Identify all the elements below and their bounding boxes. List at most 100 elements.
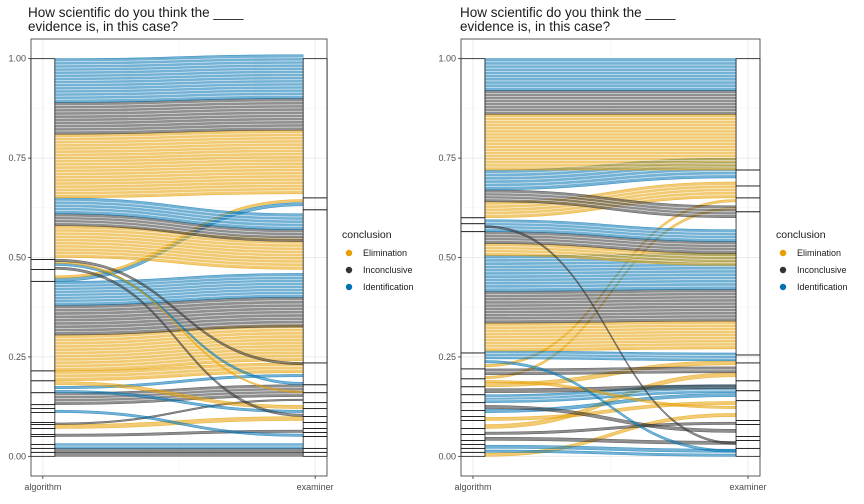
- flow-stripe: [54, 241, 304, 254]
- legend: conclusion Elimination Inconclusive Identif…: [776, 229, 848, 292]
- x-tick-label-examiner: examiner: [297, 482, 334, 492]
- flow-stripe: [54, 365, 304, 375]
- flow-stripe: [54, 171, 304, 176]
- flow-stripe: [54, 316, 304, 326]
- flow-stripe: [54, 313, 304, 323]
- flow-stripe: [54, 210, 304, 227]
- flow-stripe: [54, 95, 304, 100]
- legend-title: conclusion: [776, 229, 826, 241]
- flow-stripe: [484, 355, 737, 359]
- flow-stripe: [484, 266, 737, 269]
- flow-stripe: [484, 342, 737, 346]
- flow-stripe: [484, 279, 737, 282]
- flow-stripe: [54, 91, 304, 97]
- chart-title-line-2: evidence is, in this case?: [460, 19, 610, 34]
- y-tick-label: 0.00: [8, 451, 26, 461]
- flow-stripe: [54, 341, 304, 352]
- chart-panel-1: How scientific do you think the ____evid…: [8, 5, 413, 492]
- flow-stripe: [54, 279, 304, 288]
- flow-stripe: [54, 238, 304, 251]
- flow-stripe: [484, 192, 737, 210]
- y-tick-label: 0.75: [438, 153, 456, 163]
- flow-stripe: [54, 110, 304, 116]
- flow-stripe: [484, 353, 737, 356]
- legend: conclusion Elimination Inconclusive Identif…: [342, 229, 414, 292]
- flow-stripe: [54, 114, 304, 119]
- legend-title: conclusion: [342, 229, 392, 241]
- flow-stripe: [54, 254, 304, 267]
- flow-stripe: [54, 347, 304, 359]
- y-tick-label: 1.00: [438, 54, 456, 64]
- flow-stripe: [54, 136, 304, 141]
- flow-stripe: [54, 288, 304, 297]
- flow-stripe: [484, 252, 737, 263]
- flow-stripe: [484, 292, 737, 295]
- chart-title-line-2: evidence is, in this case?: [28, 19, 178, 34]
- flow-stripe: [484, 228, 737, 239]
- y-tick-label: 0.00: [438, 451, 456, 461]
- flow-stripe: [484, 184, 737, 206]
- flow-stripe: [484, 317, 737, 321]
- flow-stripe: [54, 142, 304, 148]
- flow-stripe: [54, 369, 304, 378]
- legend-key-inconclusive: [345, 266, 353, 274]
- flow-stripe: [484, 330, 737, 333]
- flow-stripe: [484, 246, 737, 257]
- flow-stripe: [54, 82, 304, 88]
- x-tick-label-algorithm: algorithm: [24, 482, 61, 492]
- flow-stripe: [54, 334, 304, 346]
- flow-stripe: [54, 276, 304, 285]
- legend-key-elimination: [345, 249, 353, 257]
- flow-stripe: [484, 275, 737, 279]
- legend-key-inconclusive: [779, 266, 787, 274]
- flow-stripe: [54, 123, 304, 129]
- legend-key-identification: [345, 283, 353, 291]
- flow-stripe: [54, 216, 304, 233]
- flow-stripe: [54, 152, 304, 157]
- legend-label-elimination: Elimination: [363, 248, 407, 258]
- flow-stripe: [54, 344, 304, 355]
- flow-stripe: [54, 282, 304, 291]
- flow-stripe: [54, 300, 304, 309]
- flow-stripe: [54, 187, 304, 192]
- flow-stripe: [54, 149, 304, 154]
- flows: [484, 58, 737, 457]
- flow-stripe: [484, 171, 737, 184]
- flow-stripe: [484, 301, 737, 305]
- legend-label-elimination: Elimination: [797, 248, 841, 258]
- flow-stripe: [54, 104, 304, 110]
- y-tick-label: 0.25: [8, 352, 26, 362]
- y-tick-label: 0.50: [8, 253, 26, 263]
- flow-stripe: [54, 331, 304, 342]
- chart-title-line-1: How scientific do you think the ____: [460, 5, 676, 20]
- legend-key-elimination: [779, 249, 787, 257]
- flow-stripe: [54, 203, 304, 221]
- flow-stripe: [54, 350, 304, 362]
- flow-stripe: [54, 244, 304, 258]
- flow-stripe: [54, 88, 304, 94]
- flow-stripe: [54, 57, 304, 63]
- flow-inconclusive: [54, 448, 304, 453]
- flow-stripe: [484, 308, 737, 311]
- flow-stripe: [54, 293, 304, 303]
- legend-label-identification: Identification: [363, 282, 414, 292]
- flow-stripe: [54, 117, 304, 122]
- flows: [54, 54, 304, 457]
- flow-stripe: [54, 161, 304, 167]
- flow-stripe: [54, 85, 304, 91]
- flow-stripe: [54, 231, 304, 245]
- flow-stripe: [54, 79, 304, 84]
- flow-stripe: [484, 336, 737, 339]
- flow-stripe: [54, 247, 304, 261]
- flow-stripe: [54, 120, 304, 125]
- flow-stripe: [54, 126, 304, 132]
- flow-stripe: [484, 237, 737, 248]
- flow-stripe: [484, 369, 737, 373]
- flow-stripe: [54, 190, 304, 195]
- flow-stripe: [54, 184, 304, 189]
- flow-stripe: [484, 345, 737, 349]
- flow-stripe: [54, 291, 304, 300]
- flow-stripe: [484, 311, 737, 314]
- flow-stripe: [54, 168, 304, 173]
